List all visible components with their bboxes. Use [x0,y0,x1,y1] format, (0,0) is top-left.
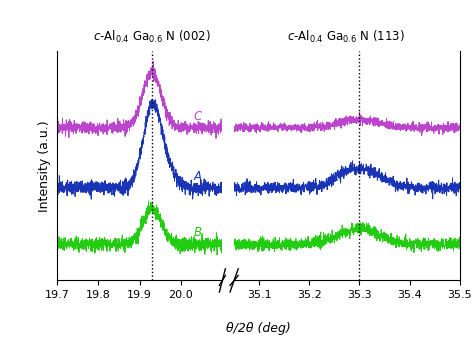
Text: $c$-Al$_{0.4}$ Ga$_{0.6}$ N (002): $c$-Al$_{0.4}$ Ga$_{0.6}$ N (002) [92,29,211,45]
Y-axis label: Intensity (a.u.): Intensity (a.u.) [38,120,51,212]
Text: $c$-Al$_{0.4}$ Ga$_{0.6}$ N (113): $c$-Al$_{0.4}$ Ga$_{0.6}$ N (113) [287,29,405,45]
Text: B: B [193,226,201,239]
Text: C: C [193,110,201,123]
Text: θ/2θ (deg): θ/2θ (deg) [226,322,291,335]
Text: A: A [193,170,201,183]
